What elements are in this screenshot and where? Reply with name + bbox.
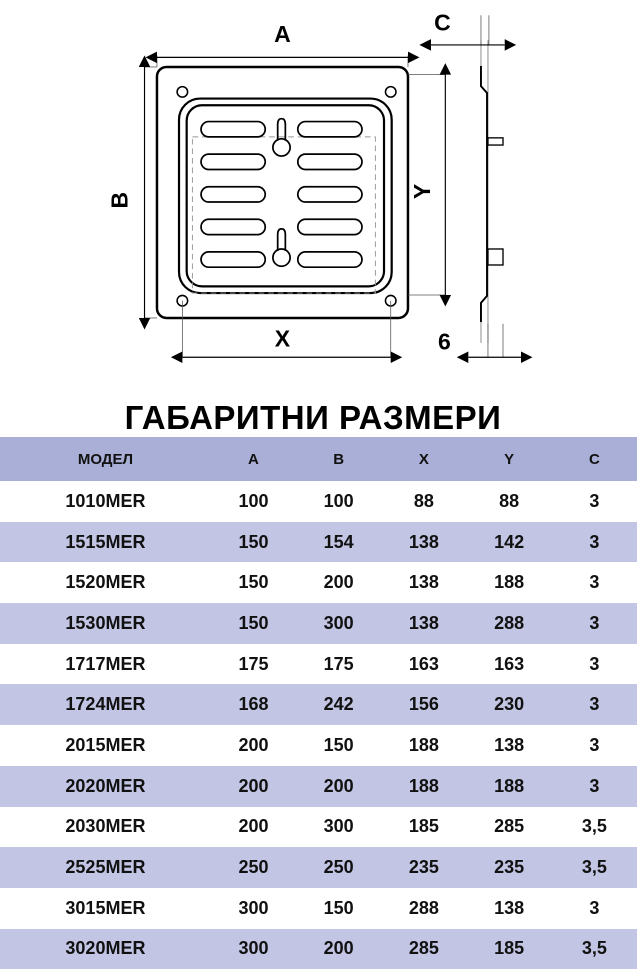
svg-text:B: B — [106, 192, 132, 209]
svg-text:C: C — [434, 10, 451, 36]
svg-text:Y: Y — [409, 184, 435, 199]
svg-text:ГАБАРИТНИ РАЗМЕРИ: ГАБАРИТНИ РАЗМЕРИ — [125, 399, 502, 436]
svg-text:A: A — [274, 21, 291, 47]
svg-text:X: X — [275, 326, 291, 352]
svg-text:6: 6 — [438, 329, 451, 355]
